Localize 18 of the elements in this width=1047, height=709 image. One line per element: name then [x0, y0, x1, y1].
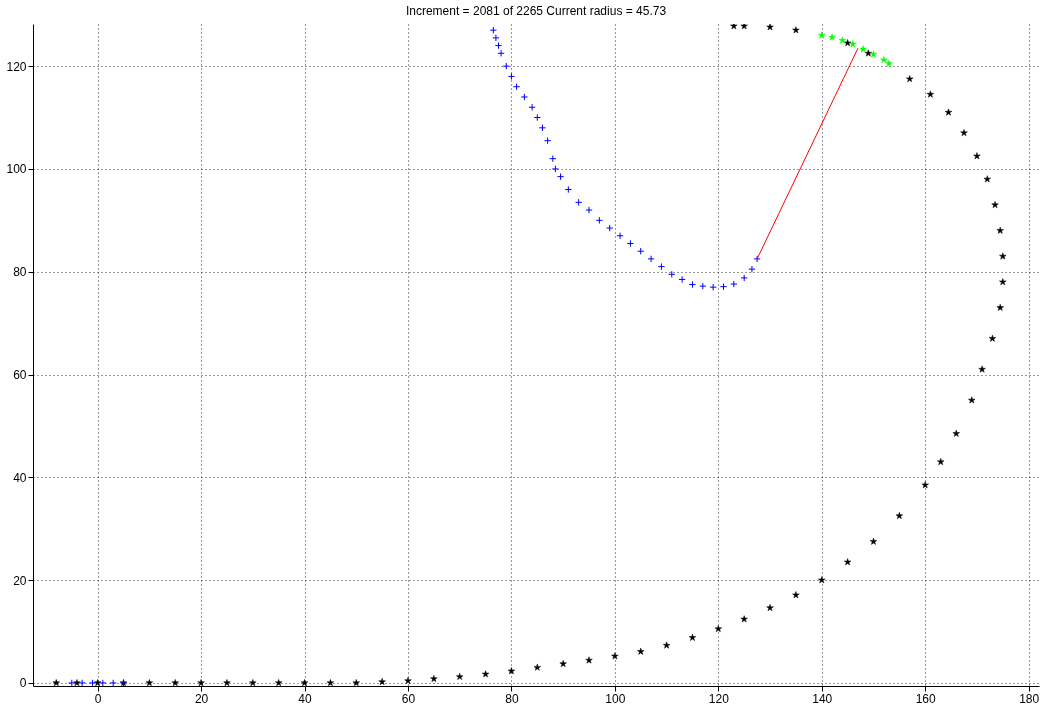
y-tick-label: 40 [13, 470, 27, 485]
x-tick-label: 120 [708, 691, 730, 706]
x-tick-label: 160 [915, 691, 937, 706]
x-tick-label: 60 [401, 691, 416, 706]
x-tick-label: 140 [812, 691, 833, 706]
x-tick-label: 20 [194, 691, 209, 706]
y-tick-label: 20 [13, 573, 27, 588]
y-tick-label: 0 [19, 676, 27, 691]
x-tick-label: 40 [298, 691, 313, 706]
x-tick-label: 80 [505, 691, 519, 706]
chart-title: Increment = 2081 of 2265 Current radius = 45.73 [405, 4, 667, 18]
y-tick-label: 120 [6, 59, 27, 74]
x-tick-label: 100 [605, 691, 626, 706]
y-tick-label: 80 [13, 265, 27, 280]
y-tick-label: 100 [6, 162, 27, 177]
x-tick-label: 0 [94, 691, 102, 706]
x-tick-label: 180 [1019, 691, 1040, 706]
y-tick-label: 60 [13, 368, 27, 383]
